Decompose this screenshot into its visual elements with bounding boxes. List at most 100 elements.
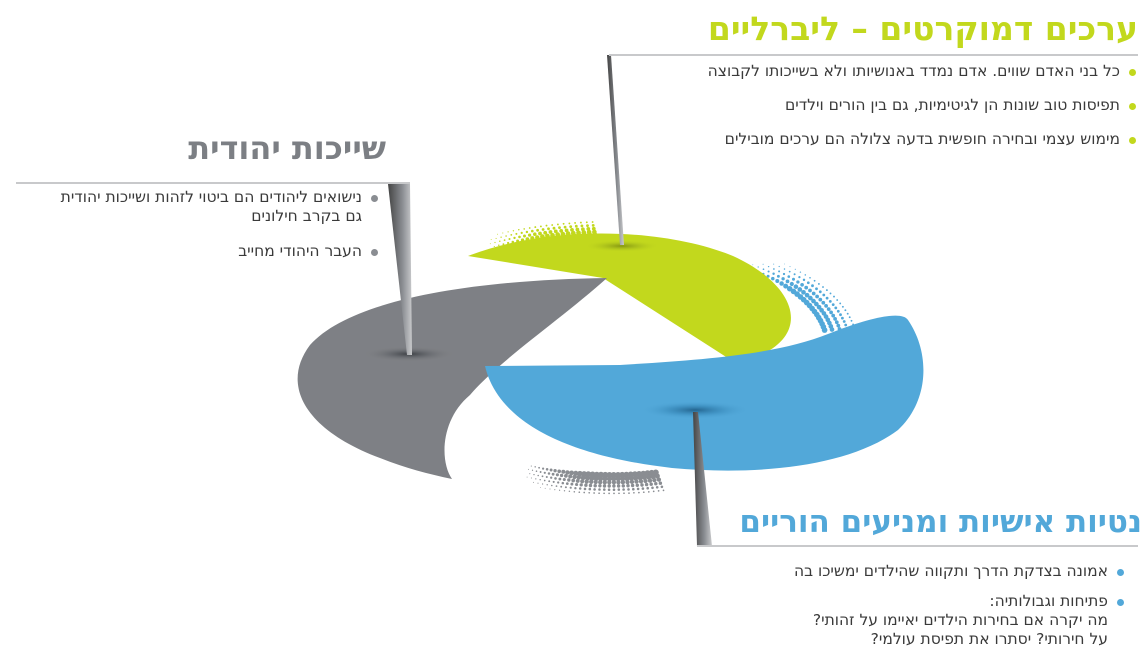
halftone-dot [575,227,580,232]
halftone-dot [839,313,842,317]
halftone-dot [598,480,603,485]
list-personal: אמונה בצדקת הדרך ותקווה שהילדים ימשיכו ב… [794,562,1126,660]
halftone-dot [555,485,558,487]
halftone-dot [530,477,532,479]
halftone-dot [538,466,541,469]
halftone-dot [833,295,835,298]
halftone-dot [767,265,770,268]
halftone-dot [646,486,649,490]
halftone-dot [533,232,537,236]
halftone-dot [551,472,555,476]
halftone-dot [543,479,546,482]
halftone-dot [842,320,846,323]
halftone-dot [799,271,802,273]
halftone-dot [544,487,546,489]
halftone-dot [551,224,554,226]
halftone-dot [578,487,582,490]
halftone-dot [658,481,663,485]
halftone-dot [541,228,545,231]
list-jewish: נישואים ליהודים הם ביטוי לזהות ושייכות י… [0,188,380,277]
list-item: מימוש עצמי ובחירה חופשית בדעה צלולה הם ע… [708,130,1138,149]
halftone-dot [602,476,608,482]
halftone-dot [779,281,784,286]
halftone-dot [801,289,806,295]
halftone-dot [833,317,837,321]
halftone-dot [816,304,822,310]
halftone-dot [815,294,819,299]
list-item: אמונה בצדקת הדרך ותקווה שהילדים ימשיכו ב… [794,562,1126,581]
halftone-dot [500,236,502,238]
halftone-dot [841,305,844,308]
halftone-dot [539,225,542,228]
halftone-dot [630,483,635,488]
halftone-dot [527,233,532,237]
bullet-dot-icon [1129,103,1136,110]
halftone-dot [555,473,559,477]
halftone-dot [580,475,586,481]
halftone-dot [584,475,591,481]
halftone-dot [620,480,626,485]
halftone-dot [767,270,770,273]
halftone-dot [602,484,607,488]
halftone-dot [635,483,640,488]
bullet-dot-icon [1117,599,1124,606]
halftone-dot [584,483,588,487]
halftone-dot [829,327,835,332]
pointer-jewish [388,184,412,355]
halftone-dot [839,302,842,305]
halftone-dot [811,284,814,288]
halftone-dot [550,476,553,479]
halftone-dot [607,480,612,485]
halftone-dot [603,492,605,495]
halftone-dot [794,268,796,270]
halftone-dot [592,229,597,235]
halftone-dot [503,239,506,241]
halftone-dot [804,274,807,276]
halftone-dot [498,244,500,247]
halftone-dot [562,477,566,482]
halftone-dot [822,293,826,297]
halftone-dot [800,282,804,287]
halftone-dot [588,483,593,488]
halftone-dot [547,472,551,475]
halftone-dot [836,323,841,328]
halftone-dot [537,482,539,484]
halftone-dot [628,492,630,494]
halftone-dot [828,300,832,303]
halftone-dot [781,277,785,281]
halftone-dot [556,223,559,226]
halftone-dot [530,465,532,467]
halftone-dot [564,474,568,478]
halftone-dot [559,229,564,233]
halftone-dot [626,483,630,488]
halftone-dot [811,291,816,296]
halftone-dot [804,292,810,298]
halftone-dot [579,483,583,487]
halftone-dot [576,230,581,236]
halftone-dot [831,313,836,318]
halftone-dot [836,299,839,301]
halftone-dot [493,246,495,248]
halftone-dot [563,490,566,492]
halftone-dot [806,281,810,285]
halftone-dot [649,482,653,486]
halftone-dot [651,486,654,490]
halftone-dot [534,466,536,468]
halftone-dot [848,316,851,319]
list-item: כל בני האדם שווים. אדם נמדד באנושיותו ול… [708,62,1138,81]
halftone-dot [575,478,580,483]
halftone-dot [623,492,625,495]
halftone-dot [571,478,576,483]
halftone-dot [529,473,531,475]
segment-personal [485,315,924,471]
pointer-personal [693,412,712,546]
halftone-dot [589,475,595,481]
halftone-dot [788,270,791,273]
halftone-dots-gray [526,465,665,495]
halftone-dot [579,221,582,224]
halftone-dot [752,264,754,266]
halftone-dot [834,306,838,310]
halftone-dot [591,224,595,227]
halftone-dot [783,283,789,289]
halftone-dot [621,484,626,488]
